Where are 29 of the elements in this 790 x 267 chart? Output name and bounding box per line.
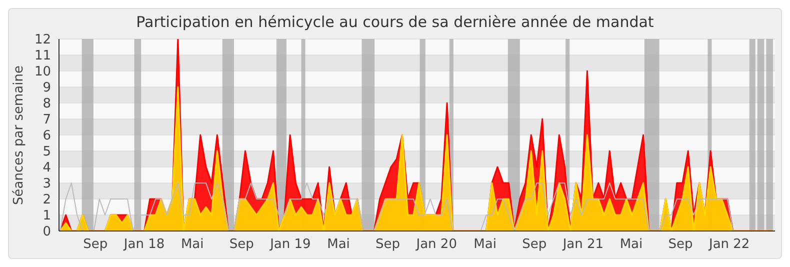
x-tick-label: Mai (327, 237, 350, 252)
x-tick-label: Jan 19 (269, 237, 311, 252)
x-tick-label: Jan 18 (122, 237, 165, 252)
x-tick-label: Mai (474, 237, 496, 252)
y-tick-label: 8 (42, 96, 51, 112)
y-tick-label: 7 (42, 112, 51, 128)
y-tick-label: 0 (42, 224, 51, 240)
x-tick-label: Sep (229, 237, 254, 252)
y-tick-label: 10 (34, 64, 51, 80)
y-tick-label: 4 (42, 160, 51, 176)
x-tick-label: Jan 20 (415, 237, 457, 252)
x-tick-label: Sep (376, 237, 400, 252)
x-tick-label: Jan 22 (708, 237, 750, 252)
y-axis-title: Séances par semaine (12, 66, 27, 205)
x-tick-label: Mai (620, 237, 643, 252)
x-tick-label: Sep (522, 237, 547, 252)
y-tick-label: 2 (42, 192, 51, 208)
y-tick-label: 5 (42, 144, 51, 160)
y-tick-label: 6 (42, 128, 51, 144)
x-tick-label: Sep (83, 237, 108, 252)
x-tick-label: Jan 21 (562, 237, 604, 252)
x-tick-label: Mai (180, 237, 204, 252)
y-tick-label: 3 (42, 176, 51, 192)
x-tick-label: Sep (668, 237, 693, 252)
y-tick-label: 9 (42, 80, 51, 96)
chart-title: Participation en hémicycle au cours de sa dernière année de mandat (135, 12, 655, 33)
y-tick-label: 11 (34, 48, 51, 64)
y-tick-label: 12 (34, 32, 51, 48)
y-tick-label: 1 (42, 208, 51, 224)
